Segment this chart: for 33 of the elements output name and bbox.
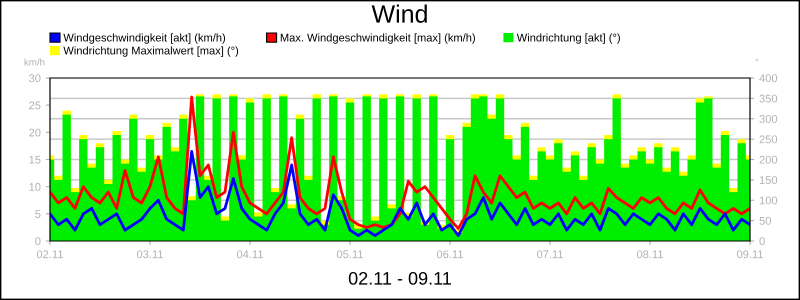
- x-axis-title: 02.11 - 09.11: [348, 272, 451, 285]
- y2-tick-label: 150: [760, 176, 778, 184]
- y2-tick-label: 400: [759, 74, 778, 82]
- y2-tick-label: 350: [759, 94, 778, 103]
- chart-title: Wind: [372, 4, 427, 23]
- x-tick-label: 03.11: [136, 250, 163, 258]
- y-tick-label: 0: [35, 237, 41, 246]
- x-tick-label: 05.11: [336, 250, 363, 258]
- y2-tick-label: 300: [759, 115, 778, 123]
- y2-tick-label: 100: [760, 196, 778, 204]
- legend-label: Windrichtung Maximalwert [max] (°): [63, 46, 238, 57]
- y-tick-label: 20: [29, 128, 41, 136]
- y2-axis-title: °: [756, 58, 758, 62]
- x-tick-label: 09.11: [736, 250, 763, 258]
- x-tick-label: 02.11: [36, 250, 63, 258]
- y-tick-label: 5: [35, 210, 41, 218]
- y2-tick-label: 50: [759, 216, 771, 225]
- x-tick-label: 04.11: [236, 250, 263, 258]
- y-tick-label: 25: [29, 101, 41, 110]
- y-tick-label: 30: [29, 74, 41, 82]
- line-series: [50, 150, 750, 237]
- x-tick-label: 07.11: [536, 250, 563, 258]
- y-tick-label: 10: [29, 182, 41, 191]
- y-tick-label: 15: [29, 156, 41, 164]
- y2-tick-label: 250: [760, 135, 778, 144]
- legend-label: Windgeschwindigkeit [akt] (km/h): [63, 33, 226, 44]
- legend-label: Windrichtung [akt] (°): [516, 33, 620, 44]
- y2-tick-label: 200: [760, 156, 778, 164]
- x-tick-label: 06.11: [436, 250, 463, 258]
- y-axis-title: km/h: [24, 58, 44, 66]
- y2-tick-label: 0: [759, 237, 765, 246]
- x-tick-label: 08.11: [636, 250, 663, 258]
- legend-label: Max. Windgeschwindigkeit [max] (km/h): [280, 33, 475, 44]
